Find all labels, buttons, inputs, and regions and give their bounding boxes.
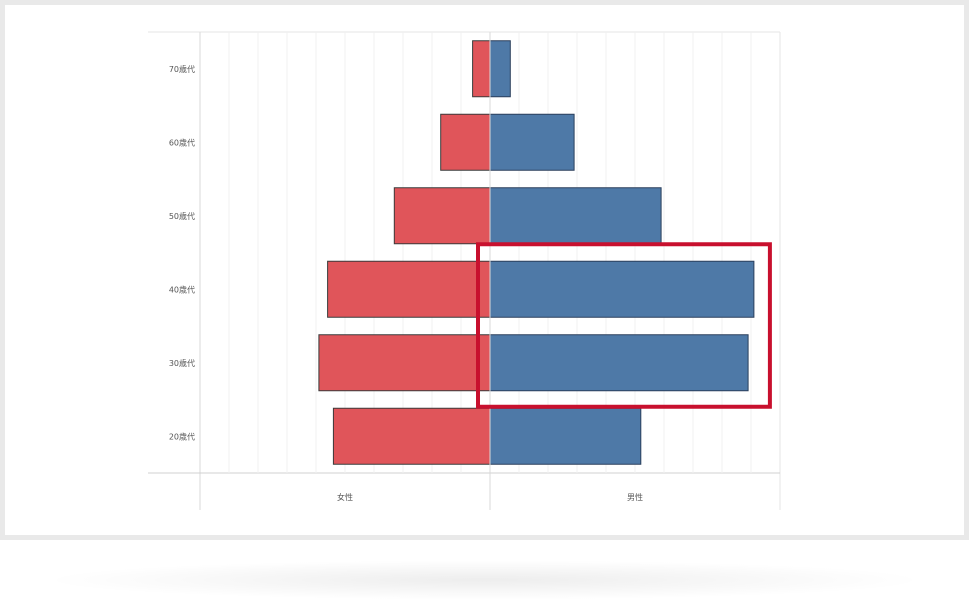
bar-female	[318, 334, 491, 392]
bar-male	[489, 407, 642, 465]
bar-male	[489, 187, 662, 245]
category-label: 70歳代	[169, 64, 195, 74]
bar-male	[489, 334, 749, 392]
category-label: 40歳代	[169, 284, 195, 294]
drop-shadow	[40, 560, 929, 600]
bar-male	[489, 40, 511, 98]
bar-male	[489, 260, 755, 318]
bar-female	[440, 113, 491, 171]
bar-female	[327, 260, 491, 318]
category-label: 20歳代	[169, 431, 195, 441]
series-label-male: 男性	[627, 492, 643, 502]
category-label: 30歳代	[169, 358, 195, 368]
bar-male	[489, 113, 575, 171]
bar-female	[332, 407, 491, 465]
category-label: 50歳代	[169, 211, 195, 221]
bar-female	[393, 187, 491, 245]
bar-female	[472, 40, 491, 98]
category-label: 60歳代	[169, 137, 195, 147]
highlight-box	[476, 242, 772, 409]
series-label-female: 女性	[337, 492, 353, 502]
chart-card: 70歳代 60歳代 50歳代 40歳代 30歳代 20歳代女性 男性	[5, 5, 964, 535]
